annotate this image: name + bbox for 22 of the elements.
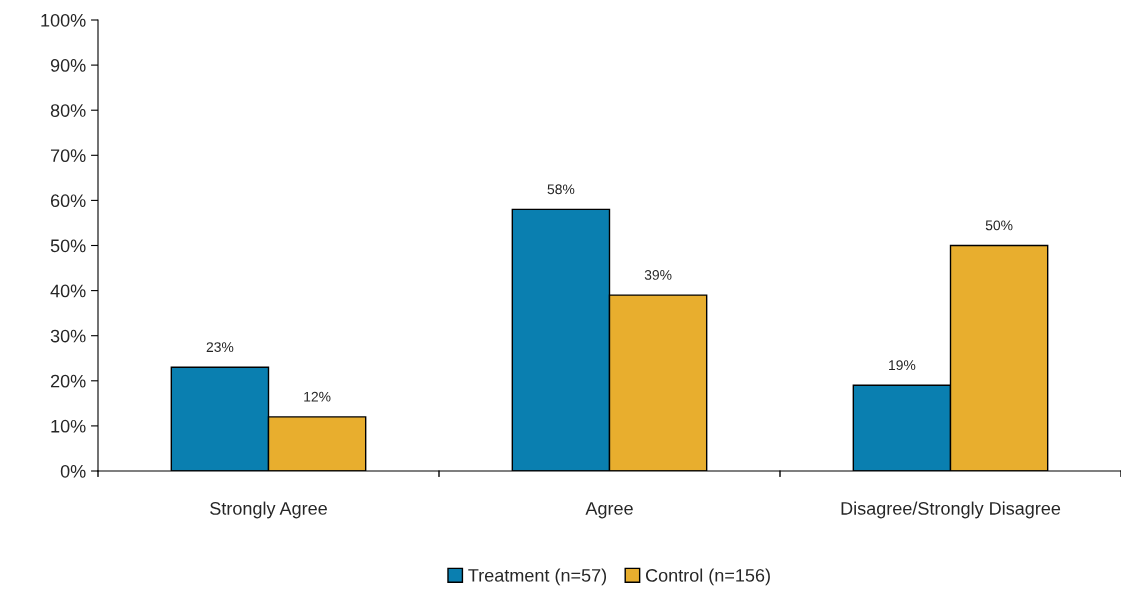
x-tick-label: Strongly Agree	[210, 501, 327, 519]
legend-label: Treatment (n=57)	[468, 568, 607, 586]
data-label: 50%	[985, 220, 1013, 231]
data-label: 39%	[644, 270, 672, 280]
data-label: 58%	[547, 184, 575, 195]
y-tick-label: 30%	[50, 329, 86, 343]
y-tick-label: 20%	[50, 374, 86, 388]
data-label: 19%	[889, 360, 916, 371]
y-tick-label: 80%	[50, 104, 86, 117]
y-tick-label: 70%	[50, 149, 86, 163]
data-label: 23%	[206, 342, 234, 353]
y-tick-label: 10%	[51, 419, 86, 433]
y-tick-label: 60%	[50, 194, 86, 208]
x-tick-label: Agree	[585, 502, 633, 519]
y-tick-label: 50%	[50, 239, 86, 253]
y-tick-label: 90%	[50, 59, 86, 72]
data-label: 12%	[304, 391, 331, 402]
y-tick-label: 40%	[50, 284, 86, 298]
y-tick-label: 0%	[60, 464, 86, 478]
x-tick-label: Disagree/Strongly Disagree	[841, 501, 1061, 519]
y-tick-label: 100%	[41, 13, 86, 27]
legend-label: Control (n=156)	[645, 568, 770, 586]
